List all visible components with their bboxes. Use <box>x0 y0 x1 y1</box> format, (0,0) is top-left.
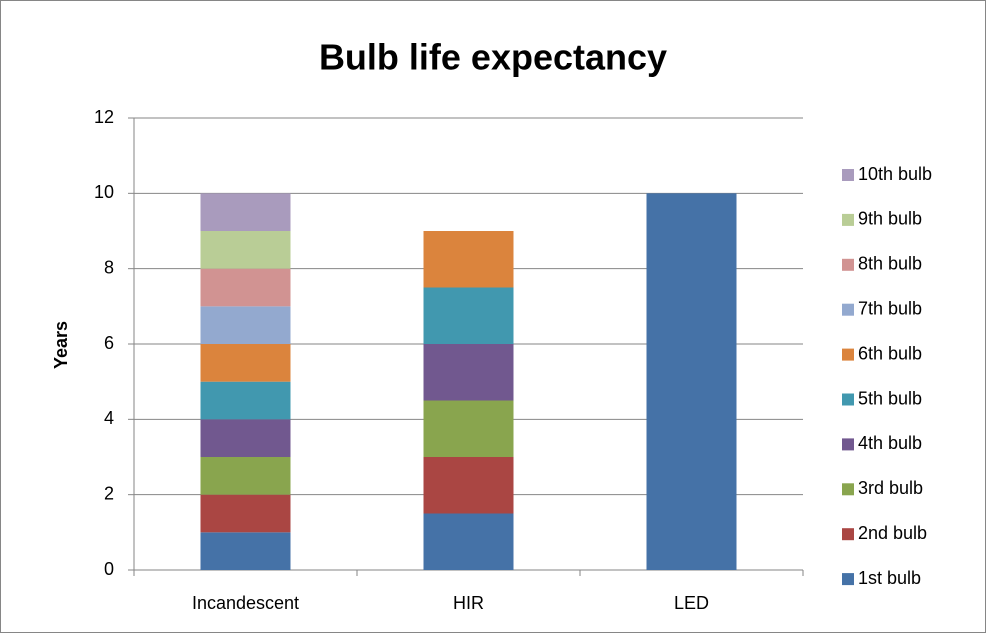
bar-segment <box>423 513 514 570</box>
bar-segment <box>200 419 291 457</box>
bar-segment <box>200 268 291 307</box>
legend-swatch <box>842 393 854 406</box>
bar-segment <box>200 344 291 382</box>
x-tick-label: Incandescent <box>192 593 299 613</box>
legend-swatch <box>842 348 854 361</box>
y-axis-label: Years <box>51 321 71 369</box>
legend-swatch <box>842 303 854 316</box>
legend-swatch <box>842 528 854 541</box>
legend-label: 5th bulb <box>858 388 922 408</box>
bar-segment <box>200 193 291 231</box>
legend-label: 4th bulb <box>858 433 922 453</box>
bar-segment <box>200 494 291 533</box>
bar-segment <box>423 287 514 344</box>
y-tick-label: 2 <box>104 483 114 503</box>
bar-segment <box>200 457 291 495</box>
legend-label: 10th bulb <box>858 164 932 184</box>
y-tick-label: 12 <box>94 107 114 127</box>
legend-label: 6th bulb <box>858 343 922 363</box>
legend-label: 9th bulb <box>858 209 922 229</box>
bar-segment <box>200 306 291 344</box>
y-tick-label: 10 <box>94 182 114 202</box>
legend-swatch <box>842 169 854 181</box>
bar-segment <box>200 231 291 269</box>
bar-segment <box>646 193 737 571</box>
legend-label: 8th bulb <box>858 254 922 274</box>
legend-swatch <box>842 483 854 496</box>
legend-label: 1st bulb <box>858 568 921 588</box>
y-tick-label: 0 <box>104 559 114 579</box>
y-tick-label: 8 <box>104 257 114 277</box>
x-tick-label: LED <box>674 593 709 613</box>
legend-swatch <box>842 258 854 271</box>
bar-segment <box>423 457 514 514</box>
bar-segment <box>200 532 291 570</box>
legend-swatch <box>842 213 854 226</box>
chart-title: Bulb life expectancy <box>319 37 667 78</box>
y-tick-label: 4 <box>104 408 114 428</box>
legend-label: 2nd bulb <box>858 523 927 543</box>
bar-segment <box>200 381 291 420</box>
bar-segment <box>423 400 514 457</box>
legend-swatch <box>842 573 854 586</box>
x-tick-label: HIR <box>453 593 484 613</box>
legend-label: 7th bulb <box>858 298 922 318</box>
bar-segment <box>423 344 514 401</box>
bar-segment <box>423 231 514 288</box>
legend-swatch <box>842 438 854 451</box>
y-tick-label: 6 <box>104 333 114 353</box>
legend-label: 3rd bulb <box>858 478 923 498</box>
